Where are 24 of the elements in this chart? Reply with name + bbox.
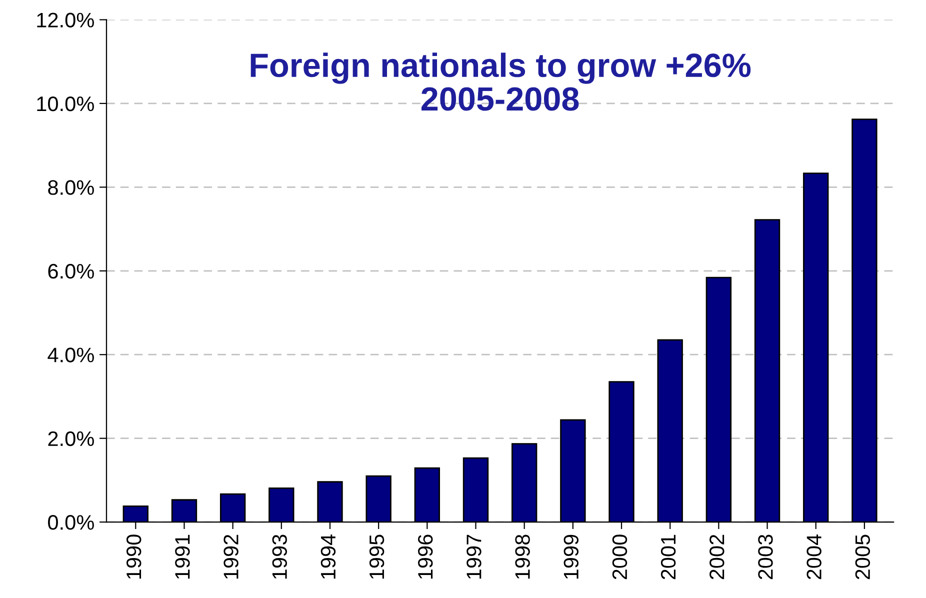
y-tick-label: 12.0% — [37, 12, 94, 28]
y-tick-label: 4.0% — [48, 348, 94, 362]
x-tick-label: 1992 — [224, 534, 238, 579]
x-tick-label: 1990 — [126, 534, 142, 579]
x-tick-label: 2000 — [612, 534, 628, 580]
x-tick-label: 1993 — [272, 534, 287, 579]
x-tick-label: 1996 — [418, 534, 433, 579]
y-tick-label: 2.0% — [48, 431, 94, 446]
x-tick-label: 2005 — [855, 534, 870, 580]
y-tick-label: 10.0% — [37, 96, 94, 112]
x-tick-label: 1995 — [369, 534, 384, 579]
y-tick-label: 0.0% — [48, 515, 94, 530]
x-tick-label: 2004 — [806, 534, 822, 580]
x-tick-label: 2001 — [660, 534, 676, 580]
x-tick-label: 1998 — [515, 534, 530, 579]
y-tick-label: 6.0% — [48, 264, 94, 279]
x-tick-label: 1999 — [564, 534, 579, 579]
x-tick-label: 1994 — [320, 534, 336, 579]
x-tick-label: 2003 — [758, 534, 773, 580]
text: Foreign nationals to grow +26% 2005-2008 — [250, 52, 751, 111]
y-tick-label: 8.0% — [48, 180, 94, 195]
x-tick-label: 1997 — [466, 534, 482, 579]
x-tick-label: 1991 — [175, 534, 190, 579]
x-tick-label: 2002 — [710, 534, 724, 580]
